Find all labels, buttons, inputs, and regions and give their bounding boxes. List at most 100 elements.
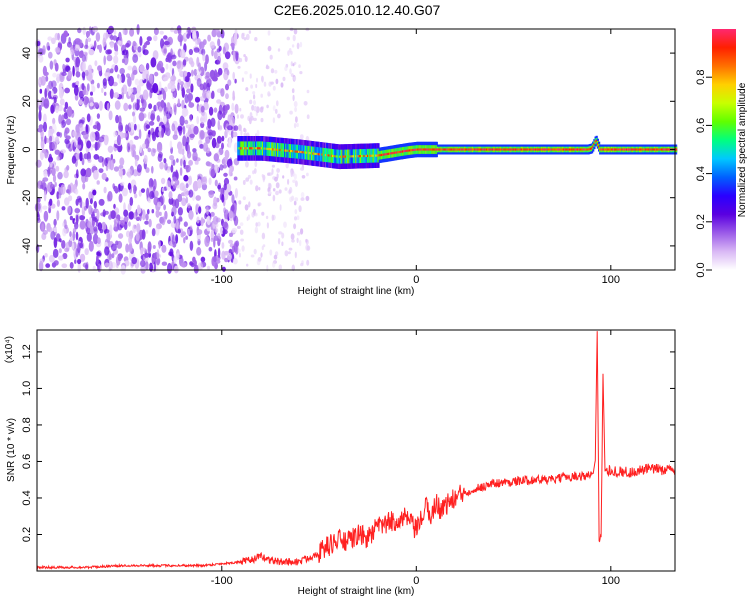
spectrogram-cell <box>298 64 301 68</box>
spectrogram-cell <box>131 72 135 81</box>
ridge-core <box>271 148 274 151</box>
spectrogram-cell <box>43 121 47 133</box>
spectrogram-cell <box>78 99 83 106</box>
spectrogram-cell <box>217 67 223 76</box>
spectrogram-cell <box>61 263 68 269</box>
spectrogram-cell <box>89 216 92 222</box>
spectrogram-cell <box>139 36 143 46</box>
spectrogram-cell <box>217 55 221 65</box>
ridge-core <box>517 148 520 151</box>
spectrogram-cell <box>86 226 91 235</box>
spectrogram-cell <box>106 54 113 62</box>
spectrogram-cell <box>268 191 272 195</box>
spectrogram-cell <box>252 117 257 121</box>
spectrogram-cell <box>77 136 82 146</box>
ridge-core <box>373 154 377 157</box>
spectrogram-cell <box>141 99 147 110</box>
spectrogram-cell <box>254 212 258 217</box>
y-tick-label: 0 <box>21 146 33 152</box>
spectrogram-cell <box>300 167 304 171</box>
spectrogram-cell <box>184 70 188 77</box>
spectrogram-cell <box>107 145 114 153</box>
spectrogram-cell <box>270 68 275 74</box>
ridge-core <box>492 148 496 151</box>
ridge-core <box>435 148 438 151</box>
spectrogram-cell <box>196 246 202 256</box>
spectrogram-cell <box>306 114 310 119</box>
spectrogram-cell <box>208 246 213 252</box>
spectrogram-cell <box>194 96 201 103</box>
spectrogram-cell <box>216 135 222 144</box>
spectrogram-cell <box>91 83 95 89</box>
spectrogram-cell <box>177 125 183 132</box>
spectrogram-cell <box>246 263 249 267</box>
spectrogram-cell <box>141 150 145 156</box>
ridge-core <box>334 155 337 158</box>
spectrogram-cell <box>123 102 129 112</box>
spectrogram-cell <box>98 100 103 111</box>
ridge-core <box>499 148 503 151</box>
spectrogram-cell <box>299 239 302 247</box>
spectrogram-cell <box>170 27 175 33</box>
ridge-core <box>330 154 333 157</box>
spectrogram-cell <box>181 87 185 98</box>
spectrogram-cell <box>93 200 98 209</box>
spectrogram-cell <box>164 210 168 220</box>
spectrogram-cell <box>103 55 106 66</box>
spectrogram-cell <box>58 248 62 254</box>
spectrogram-cell <box>175 234 179 244</box>
spectrogram-cell <box>145 213 149 221</box>
spectrogram-cell <box>261 211 265 216</box>
ridge-core <box>629 148 632 151</box>
snr-frame <box>36 329 676 572</box>
spectrogram-cell <box>241 77 244 82</box>
ridge-core <box>657 148 660 151</box>
ridge-core <box>386 152 389 156</box>
spectrogram-cell <box>144 220 149 225</box>
spectrogram-cell <box>211 48 214 57</box>
spectrogram-cell <box>102 37 107 47</box>
ridge-core <box>246 147 249 150</box>
ridge-core <box>337 155 340 158</box>
spectrogram-cell <box>56 131 61 137</box>
spectrogram-cell <box>292 34 296 42</box>
spectrogram-cell <box>153 27 159 36</box>
spectrogram-cell <box>83 96 89 106</box>
spectrogram-cell <box>169 155 175 161</box>
spectrogram-cell <box>186 136 190 145</box>
spectrogram-cell <box>75 56 81 68</box>
spectrogram-cell <box>152 83 159 94</box>
spectrogram-cell <box>151 209 155 214</box>
ridge-core <box>365 154 368 157</box>
spectrogram-cell <box>66 106 73 118</box>
spectrogram-cell <box>74 38 81 43</box>
spectrogram-cell <box>207 265 210 270</box>
spectrogram-cell <box>217 38 221 47</box>
spectrogram-cell <box>54 181 57 188</box>
ridge-core <box>647 148 650 151</box>
spectrogram-cell <box>98 198 105 206</box>
spectrogram-cell <box>83 153 89 160</box>
spectrogram-cell <box>260 93 264 98</box>
spectrogram-cell <box>64 197 70 206</box>
spectrogram-cell <box>103 186 107 194</box>
ridge-core <box>267 147 270 151</box>
spectrogram-cell <box>131 144 136 152</box>
spectrogram-cell <box>54 62 59 72</box>
ridge-core <box>496 148 499 151</box>
spectrogram-cell <box>126 244 133 253</box>
ridge-core <box>263 147 266 150</box>
spectrogram-cell <box>188 102 195 108</box>
spectrogram-cell <box>240 129 243 136</box>
spectrogram-cell <box>52 248 59 258</box>
spectrogram-cell <box>193 68 198 76</box>
spectrogram-cell <box>133 212 137 220</box>
spectrogram-cell <box>233 32 238 43</box>
spectrogram-cell <box>208 177 212 185</box>
ridge-core <box>565 148 568 151</box>
spectrogram-cell <box>298 205 302 213</box>
spectrogram-cell <box>141 229 146 240</box>
spectrogram-cell <box>272 188 276 192</box>
ridge-core <box>585 148 588 151</box>
